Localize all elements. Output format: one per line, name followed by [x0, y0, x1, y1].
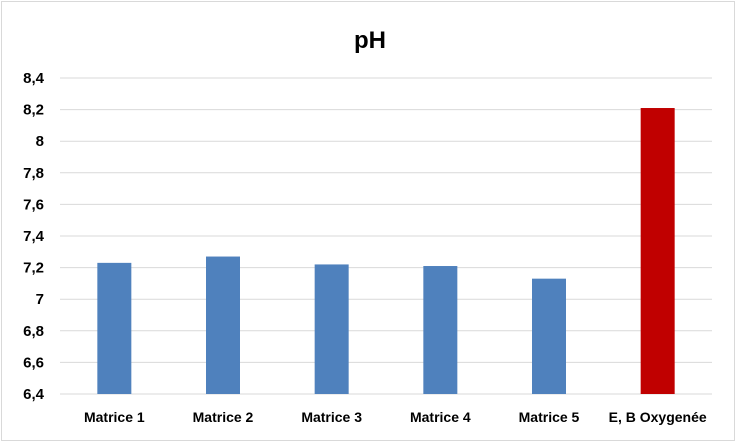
- bar-5: [532, 278, 566, 394]
- x-tick-label: Matrice 5: [519, 409, 580, 425]
- chart-title: pH: [354, 27, 386, 54]
- x-axis-ticks: Matrice 1 Matrice 2 Matrice 3 Matrice 4 Matr…: [84, 409, 707, 425]
- gridlines: [60, 77, 712, 395]
- y-tick-label: 8,2: [23, 102, 44, 119]
- bar-3: [314, 264, 349, 394]
- x-tick-label: Matrice 2: [193, 409, 254, 425]
- bar-1: [97, 262, 132, 394]
- y-axis-ticks: 6,4 6,6 6,8 7 7,2 7,4 7,6 7,8 8 8,2 8,4: [23, 70, 45, 403]
- bars: [97, 108, 675, 395]
- y-tick-label: 7,8: [23, 165, 44, 182]
- y-tick-label: 7,2: [23, 260, 44, 277]
- y-tick-label: 7,4: [23, 228, 45, 245]
- x-tick-label: Matrice 4: [410, 409, 471, 425]
- y-tick-label: 7,6: [23, 196, 44, 213]
- y-tick-label: 8: [36, 133, 44, 150]
- bar-2: [206, 256, 240, 394]
- y-tick-label: 6,8: [23, 323, 44, 340]
- x-tick-label: Matrice 3: [301, 409, 362, 425]
- y-tick-label: 6,6: [23, 354, 44, 371]
- y-tick-label: 8,4: [23, 70, 45, 87]
- bar-4: [423, 266, 458, 394]
- x-tick-label: E, B Oxygenée: [609, 409, 707, 425]
- bar-6: [640, 108, 675, 395]
- y-tick-label: 7: [36, 291, 44, 308]
- y-tick-label: 6,4: [23, 386, 45, 403]
- x-tick-label: Matrice 1: [84, 409, 145, 425]
